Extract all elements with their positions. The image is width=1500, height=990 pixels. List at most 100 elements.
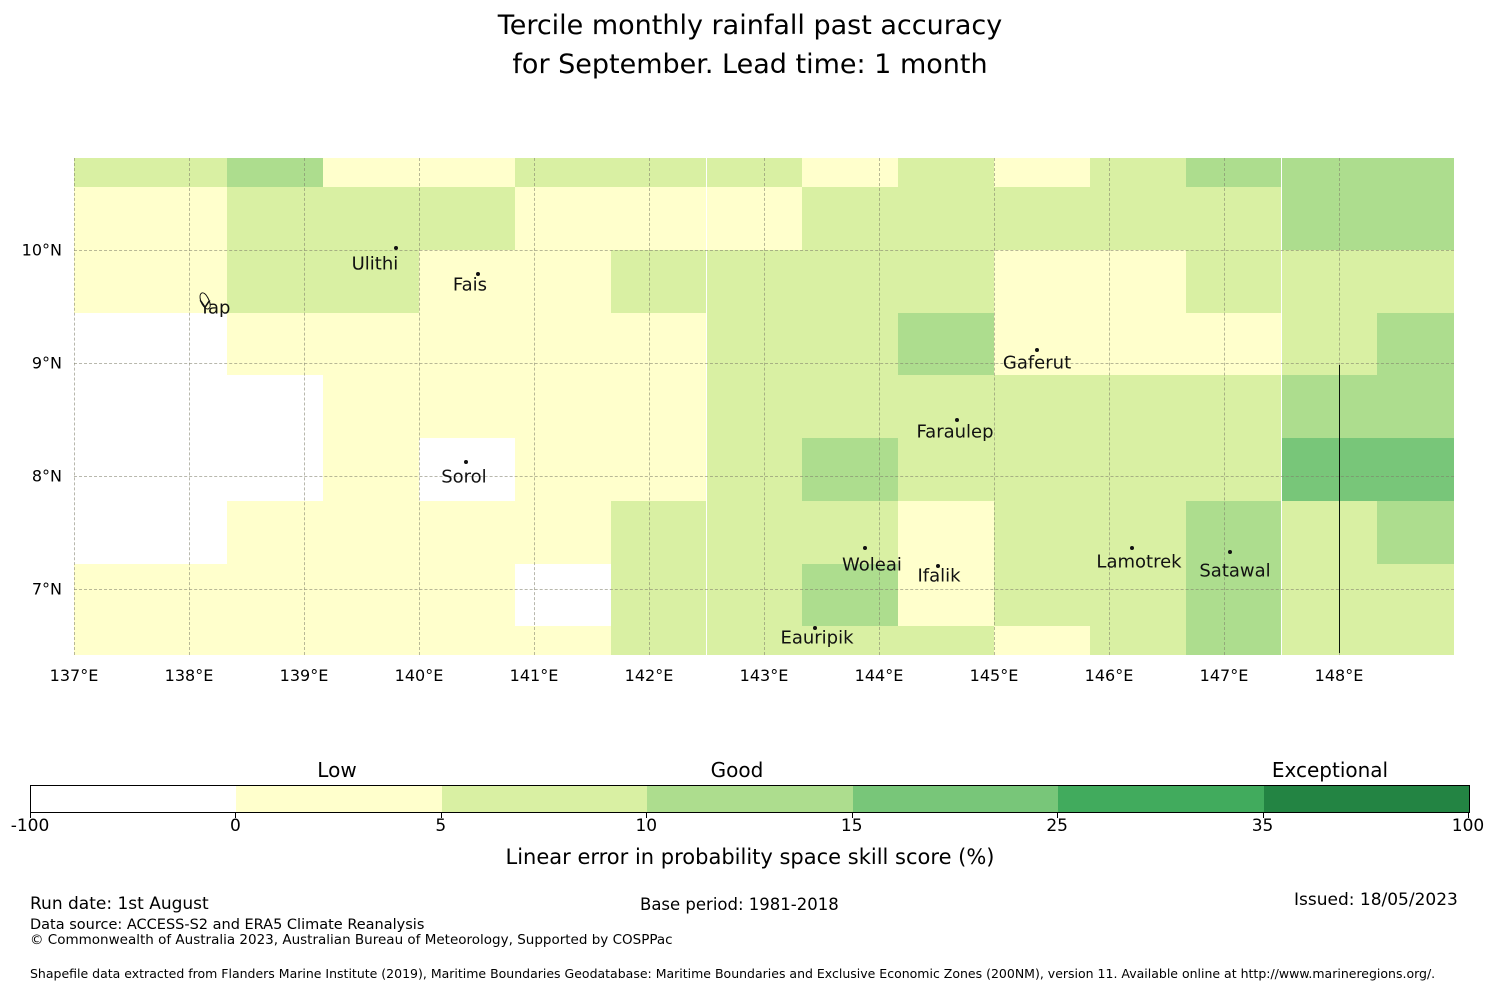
heatmap-cell bbox=[610, 158, 707, 188]
island-dot-marker bbox=[1130, 546, 1134, 551]
colorbar-segment bbox=[236, 786, 443, 812]
colorbar-segment bbox=[1263, 786, 1470, 812]
heatmap-cell bbox=[1185, 626, 1282, 656]
graticule-meridian bbox=[419, 158, 420, 655]
heatmap-cell bbox=[131, 312, 228, 376]
island-dot-marker bbox=[394, 245, 398, 250]
heatmap-cell bbox=[514, 375, 611, 439]
heatmap-cell bbox=[323, 438, 419, 501]
heatmap-cell bbox=[706, 626, 803, 656]
colorbar-axis-label: Linear error in probability space skill … bbox=[505, 845, 995, 869]
island-label: Sorol bbox=[441, 466, 487, 488]
heatmap-cell bbox=[1089, 187, 1186, 250]
heatmap-cell bbox=[610, 375, 707, 439]
heatmap-cell bbox=[1281, 312, 1378, 376]
heatmap-cell bbox=[227, 375, 324, 439]
heatmap-cell bbox=[1185, 375, 1282, 439]
heatmap-cell bbox=[1377, 312, 1454, 376]
data-source-text: Data source: ACCESS-S2 and ERA5 Climate … bbox=[30, 917, 425, 933]
rainfall-accuracy-heatmap: 137°E 138°E 139°E 140°E 141°E 142°E 143°E 144°E… bbox=[22, 158, 1454, 685]
heatmap-cell bbox=[610, 249, 707, 313]
heatmap-cell bbox=[802, 375, 899, 439]
heatmap-cell bbox=[706, 249, 803, 313]
colorbar-tick bbox=[440, 813, 442, 818]
heatmap-cell bbox=[706, 438, 803, 501]
heatmap-cell bbox=[419, 563, 515, 627]
heatmap-cell bbox=[323, 375, 419, 439]
heatmap-cell bbox=[227, 312, 324, 376]
copyright-text: © Commonwealth of Australia 2023, Austra… bbox=[30, 932, 673, 948]
heatmap-cell bbox=[994, 500, 1090, 564]
heatmap-cell bbox=[898, 312, 994, 376]
heatmap-cell bbox=[610, 187, 707, 250]
heatmap-cell bbox=[898, 500, 994, 564]
heatmap-cell bbox=[1089, 500, 1186, 564]
colorbar-tick bbox=[30, 813, 31, 818]
heatmap-cell bbox=[1377, 626, 1454, 656]
heatmap-cell bbox=[994, 438, 1090, 501]
island-label: Faraulep bbox=[916, 421, 994, 443]
heatmap-cell bbox=[131, 500, 228, 564]
heatmap-cell bbox=[706, 563, 803, 627]
heatmap-cell bbox=[802, 249, 899, 313]
island-label: Eauripik bbox=[780, 627, 854, 649]
y-axis-tick-label: 7°N bbox=[31, 579, 62, 599]
heatmap-cell bbox=[802, 563, 899, 627]
island-label: Satawal bbox=[1199, 560, 1271, 582]
island-label: Ifalik bbox=[917, 565, 961, 587]
heatmap-cell bbox=[898, 158, 994, 188]
heatmap-cell bbox=[802, 158, 899, 188]
island-dot-marker bbox=[812, 626, 817, 631]
island-dot-marker bbox=[1227, 550, 1232, 555]
heatmap-cell bbox=[610, 500, 707, 564]
island-label: Ulithi bbox=[351, 253, 399, 275]
heatmap-cell bbox=[419, 626, 515, 656]
island-dot-marker bbox=[954, 418, 959, 423]
heatmap-cell bbox=[419, 158, 515, 188]
heatmap-cell bbox=[898, 626, 994, 656]
heatmap-cell bbox=[74, 563, 132, 627]
heatmap-cell bbox=[227, 438, 324, 501]
heatmap-cell bbox=[514, 312, 611, 376]
base-period-text: Base period: 1981-2018 bbox=[640, 895, 839, 914]
graticule-meridian bbox=[879, 158, 880, 655]
heatmap-cell bbox=[994, 187, 1090, 250]
heatmap-cell bbox=[74, 187, 132, 250]
heatmap-cell bbox=[706, 375, 803, 439]
heatmap-cell bbox=[706, 187, 803, 250]
chart-title-line1: Tercile monthly rainfall past accuracy bbox=[497, 10, 1003, 41]
heatmap-cell bbox=[1185, 312, 1282, 376]
y-axis-tick-label: 10°N bbox=[21, 240, 62, 260]
heatmap-cell bbox=[1377, 249, 1454, 313]
heatmap-cell bbox=[1377, 563, 1454, 627]
x-axis-tick-label: 142°E bbox=[624, 666, 674, 685]
heatmap-cell bbox=[1377, 438, 1454, 501]
heatmap-cell bbox=[227, 249, 324, 313]
colorbar-tick-label: 5 bbox=[435, 816, 447, 836]
heatmap-cell bbox=[514, 438, 611, 501]
graticule-parallel bbox=[74, 588, 1454, 590]
heatmap-cell bbox=[131, 187, 228, 250]
colorbar-segment bbox=[852, 786, 1059, 812]
colorbar-segment bbox=[1058, 786, 1265, 812]
graticule-parallel bbox=[74, 475, 1454, 477]
heatmap-cell bbox=[802, 187, 899, 250]
colorbar bbox=[30, 785, 1470, 813]
heatmap-cell bbox=[514, 500, 611, 564]
graticule-meridian bbox=[74, 158, 75, 655]
heatmap-cell bbox=[74, 626, 132, 656]
heatmap-cell bbox=[1185, 500, 1282, 564]
island-label: Lamotrek bbox=[1096, 551, 1182, 573]
heatmap-cell bbox=[419, 187, 515, 250]
heatmap-cell bbox=[1281, 438, 1378, 501]
heatmap-cell bbox=[419, 312, 515, 376]
colorbar-band-label: Low bbox=[317, 758, 357, 782]
heatmap-cell bbox=[1281, 187, 1378, 250]
heatmap-cell bbox=[706, 500, 803, 564]
heatmap-cell bbox=[227, 158, 324, 188]
heatmap-cell bbox=[227, 500, 324, 564]
heatmap-cell bbox=[898, 375, 994, 439]
colorbar-tick bbox=[1468, 813, 1469, 818]
colorbar-tick-label: 10 bbox=[635, 816, 658, 836]
x-axis-tick-label: 147°E bbox=[1199, 666, 1249, 685]
